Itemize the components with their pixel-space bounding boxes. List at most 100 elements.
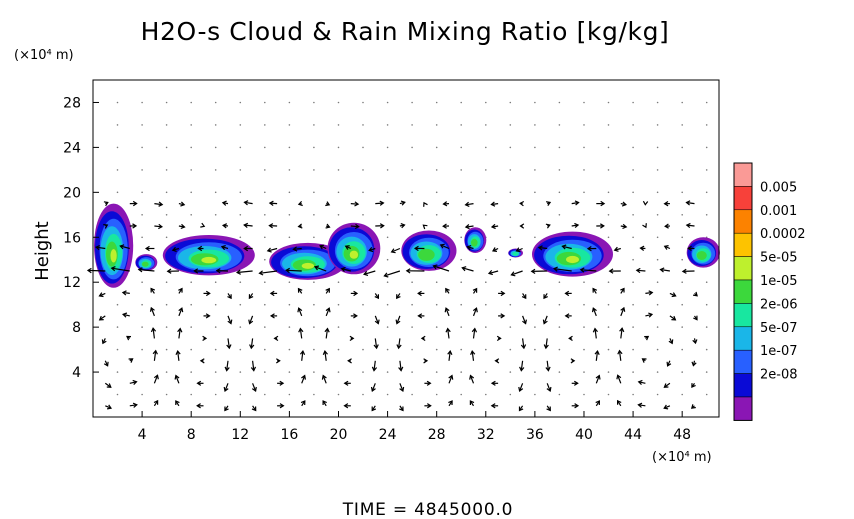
wind-vector (119, 244, 130, 250)
grid-dot (656, 258, 659, 261)
wind-vector (363, 270, 376, 276)
wind-vector-head (663, 383, 669, 388)
wind-vector (153, 374, 159, 384)
wind-vector-head (275, 358, 281, 364)
grid-dot (558, 326, 561, 328)
wind-vector-shaft (686, 224, 695, 227)
grid-dot (264, 101, 266, 104)
grid-dot (288, 371, 291, 373)
grid-dot (558, 191, 561, 194)
wind-vector-head (227, 294, 232, 300)
wind-vector (269, 290, 278, 297)
wind-vector-head (568, 335, 573, 342)
wind-vector-head (546, 386, 552, 393)
wind-vector-head (128, 358, 134, 363)
grid-dot (460, 124, 463, 126)
wind-vector-head (137, 267, 143, 273)
wind-vector-shaft (562, 245, 572, 250)
grid-dot (435, 214, 438, 216)
wind-vector (399, 383, 405, 393)
wind-vector-shaft (620, 328, 623, 339)
wind-vector-head (177, 327, 183, 333)
wind-vector-head (545, 223, 551, 229)
grid-dot (214, 348, 217, 351)
wind-vector-shaft (244, 201, 253, 205)
grid-dot (190, 169, 192, 171)
wind-vector (374, 315, 380, 325)
wind-vector-head (379, 223, 385, 229)
grid-dot (362, 124, 364, 126)
wind-vector (152, 349, 158, 361)
wind-vector-head (666, 361, 672, 367)
wind-vector-head (447, 349, 453, 355)
wind-vector (297, 287, 303, 294)
wind-vector-head (343, 403, 349, 409)
grid-dot (264, 393, 266, 396)
wind-vector-head (692, 339, 698, 345)
grid-dot (116, 326, 119, 328)
wind-vector-head (196, 403, 201, 409)
wind-vector (537, 245, 548, 251)
wind-vector-head (399, 406, 404, 412)
wind-vector (519, 360, 525, 372)
wind-vector (496, 335, 502, 342)
grid-dot (534, 169, 536, 171)
wind-vector-head (321, 374, 327, 380)
grid-dot (485, 101, 487, 104)
wind-vector-shaft (645, 291, 653, 294)
wind-vector-shaft (227, 315, 232, 324)
wind-vector (227, 293, 232, 300)
wind-vector-head (472, 307, 478, 313)
wind-vector (490, 403, 499, 409)
wind-vector-head (439, 243, 445, 249)
wind-vector-head (178, 287, 183, 293)
wind-vector (592, 287, 598, 294)
colorbar-swatch (733, 209, 753, 234)
wind-vector-head (592, 327, 598, 333)
grid-dot (288, 326, 291, 328)
grid-dot (165, 371, 168, 373)
grid-dot (141, 191, 143, 194)
wind-vector-head (269, 290, 275, 297)
wind-vector-head (292, 246, 298, 252)
grid-dot (558, 101, 561, 104)
wind-vector (344, 245, 352, 250)
grid-dot (288, 191, 291, 194)
grid-dot (386, 326, 389, 328)
grid-dot (460, 169, 463, 171)
wind-vector-shaft (538, 246, 548, 250)
wind-vector-head (153, 399, 159, 405)
wind-vector-shaft (636, 269, 646, 272)
grid-dot (288, 236, 291, 239)
wind-vector-head (448, 400, 453, 406)
wind-vector (325, 287, 330, 294)
wind-vector-head (635, 267, 641, 274)
wind-vector (690, 404, 696, 409)
grid-dot (558, 281, 561, 284)
grid-dot (534, 191, 536, 194)
wind-vector-head (518, 406, 524, 412)
grid-dot (362, 393, 364, 396)
grid-dot (337, 124, 340, 126)
y-axis-unit-label: (×10⁴ m) (14, 48, 74, 63)
wind-vector-shaft (301, 375, 306, 384)
wind-vector-shaft (175, 375, 180, 384)
wind-vector (472, 307, 478, 317)
wind-vector (166, 268, 179, 274)
grid-dot (411, 146, 413, 149)
x-tick-label: 44 (624, 427, 642, 443)
grid-dot (386, 258, 389, 261)
wind-vector (521, 293, 527, 300)
grid-dot (632, 281, 634, 284)
wind-vector (608, 268, 621, 274)
wind-vector-head (279, 403, 285, 409)
wind-vector (313, 265, 327, 272)
grid-dot (116, 146, 119, 149)
wind-vector (568, 335, 573, 342)
wind-vector-head (343, 380, 349, 386)
wind-vector-head (442, 201, 448, 207)
wind-vector-head (353, 313, 358, 319)
wind-vector-shaft (580, 269, 597, 272)
wind-vector-head (687, 245, 692, 251)
wind-vectors (86, 200, 698, 412)
